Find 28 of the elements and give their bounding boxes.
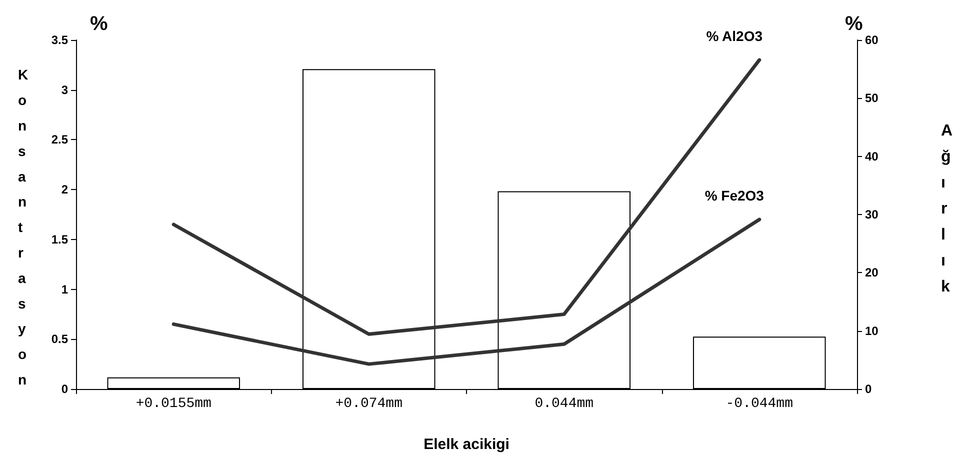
y2-tick-label: 50 [865,91,879,106]
y-tick-label: 0 [61,382,68,396]
y2-tick-label: 20 [865,266,879,280]
y2-tick-label: 60 [865,33,879,47]
series-label: % Fe2O3 [704,187,764,204]
x-tick-label: -0.044mm [726,396,793,412]
y-tick-label: 0.5 [51,332,68,346]
x-axis-title: Elelk acikigi [424,436,510,453]
y-tick-label: 1 [61,282,68,296]
line-series [172,218,762,366]
y-tick-label: 2 [61,182,68,197]
text: % [90,13,108,35]
text: % [845,13,863,35]
y-tick-label: 1.5 [51,232,68,246]
x-tick-label: +0.0155mm [136,396,212,412]
y-tick-label: 3.5 [51,33,68,47]
y2-axis-title: Ağırlık [941,122,953,296]
text: Konsantrasyon [18,66,28,388]
x-tick-label: +0.074mm [335,396,402,412]
y-tick-label: 3 [61,82,68,97]
y2-tick-label: 0 [865,382,872,396]
y2-tick-label: 40 [865,149,879,164]
line-series [172,58,762,336]
y2-tick-label: 30 [865,208,879,222]
y2-tick-label: 10 [865,324,879,338]
y-tick-label: 2.5 [51,132,68,147]
x-tick-label: 0.044mm [534,396,594,412]
series-label: % Al2O3 [706,28,763,44]
